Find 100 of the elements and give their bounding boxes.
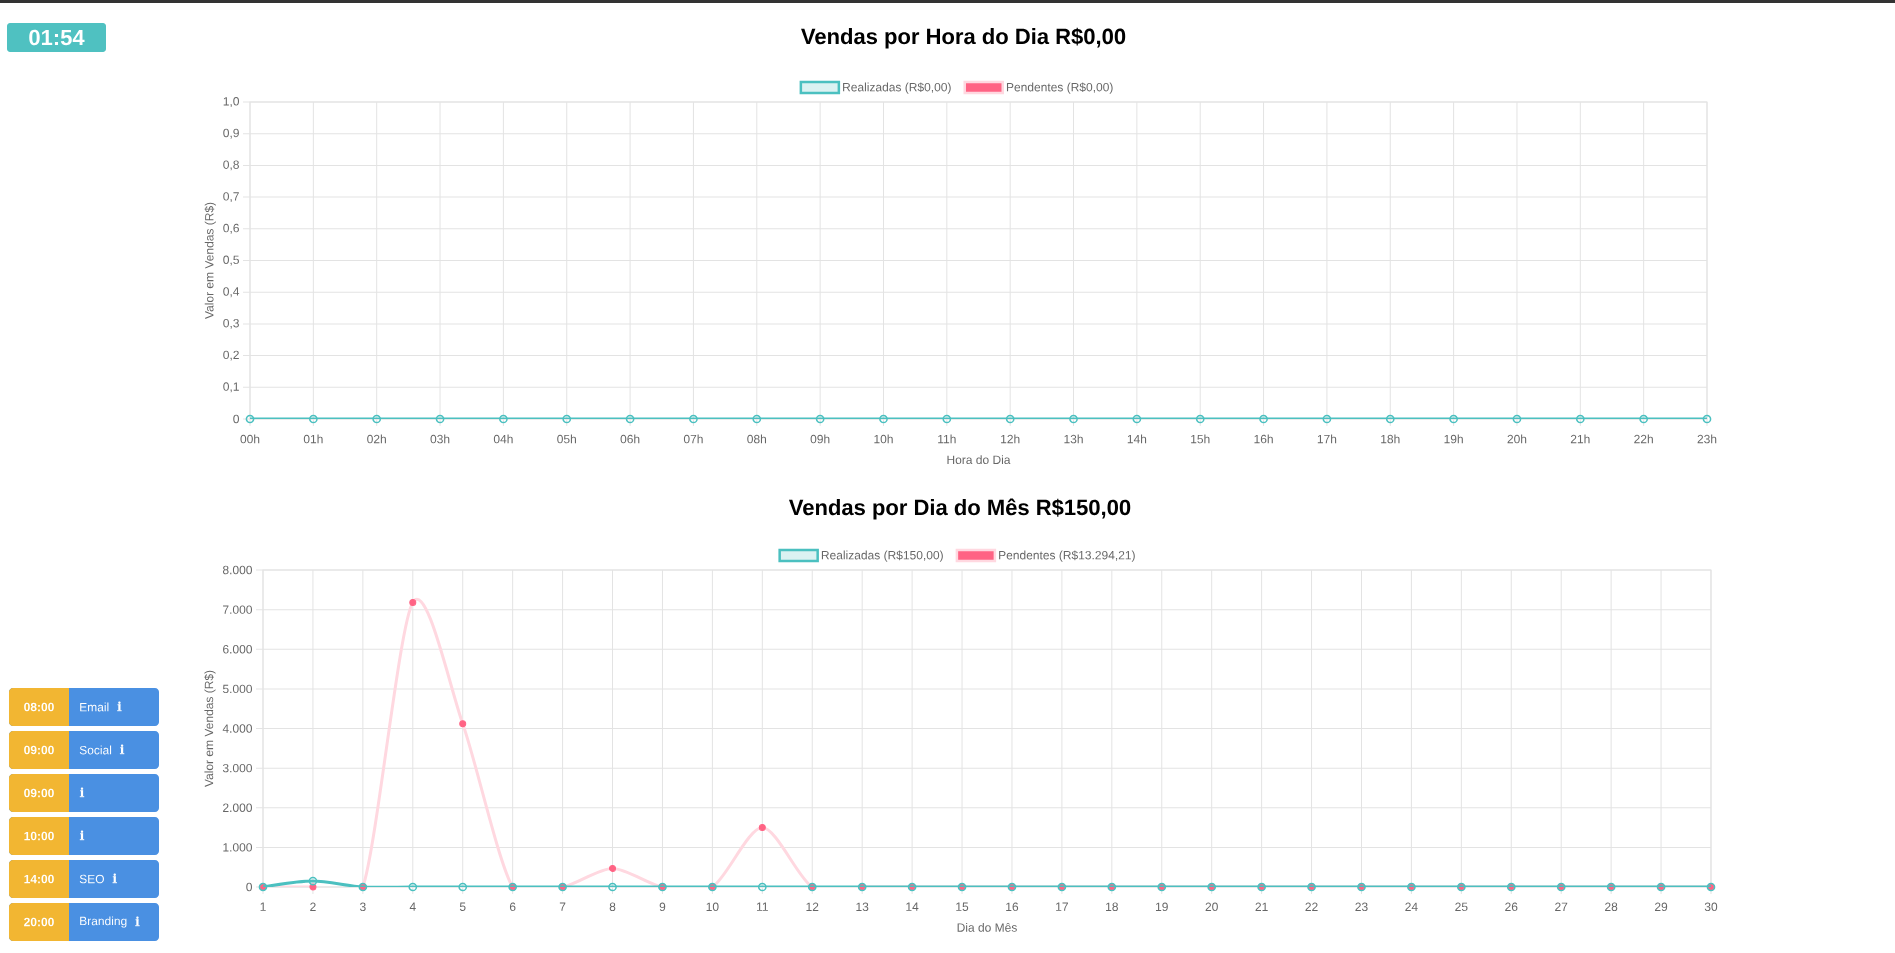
x-tick-label: 9 xyxy=(659,902,666,912)
chart-title: Vendas por Dia do Mês R$150,00 xyxy=(788,498,1131,520)
y-tick-label: 4.000 xyxy=(222,724,252,733)
x-tick-label: 05h xyxy=(557,434,576,444)
point xyxy=(758,824,766,832)
x-tick-label: 13h xyxy=(1064,434,1083,444)
y-tick-label: 0,6 xyxy=(223,223,239,234)
point xyxy=(757,882,767,892)
y-tick-label: 3.000 xyxy=(222,763,252,773)
x-tick-label: 29 xyxy=(1654,902,1668,912)
y-tick-label: 0,9 xyxy=(223,128,239,139)
category-label: Social xyxy=(79,745,112,755)
x-tick-label: 4 xyxy=(409,902,416,911)
y-tick-label: 8.000 xyxy=(222,565,252,575)
x-axis-title: Dia do Mês xyxy=(957,922,1017,932)
x-tick-label: 15h xyxy=(1191,434,1210,444)
x-tick-label: 21 xyxy=(1255,902,1268,911)
chart-title: Vendas por Hora do Dia R$0,00 xyxy=(801,27,1126,49)
legend-label: Realizadas (R$0,00) xyxy=(843,82,951,94)
category-label: Branding xyxy=(80,916,127,928)
legend-label: Realizadas (R$150,00) xyxy=(821,550,943,562)
x-tick-label: 06h xyxy=(620,434,640,444)
point xyxy=(409,599,417,606)
y-tick-label: 0,7 xyxy=(223,192,239,203)
text: 14:00 xyxy=(24,874,54,884)
x-tick-label: 15 xyxy=(956,902,969,911)
y-tick-label: 7.000 xyxy=(223,605,252,614)
text: 01:54 xyxy=(29,29,85,46)
point xyxy=(308,876,318,886)
x-tick-label: 1 xyxy=(260,902,266,911)
x-tick-label: 23h xyxy=(1697,434,1717,444)
x-tick-label: 6 xyxy=(509,902,516,912)
x-tick-label: 10 xyxy=(706,902,719,912)
x-tick-label: 16 xyxy=(1006,902,1019,912)
y-tick-label: 1,0 xyxy=(223,97,240,107)
y-tick-label: 6.000 xyxy=(223,645,252,654)
x-tick-label: 5 xyxy=(459,902,466,911)
legend-label: Pendentes (R$0,00) xyxy=(1006,82,1113,94)
x-tick-label: 16h xyxy=(1254,434,1273,444)
x-tick-label: 14 xyxy=(906,902,919,911)
y-tick-label: 0,5 xyxy=(223,255,239,266)
x-tick-label: 11h xyxy=(938,434,956,444)
x-axis-title: Hora do Dia xyxy=(947,455,1011,465)
y-tick-label: 2.000 xyxy=(223,803,252,812)
y-tick-label: 1.000 xyxy=(223,843,252,852)
x-tick-label: 20h xyxy=(1507,434,1527,444)
y-tick-label: 0 xyxy=(246,882,253,892)
text: 20:00 xyxy=(24,917,54,927)
x-tick-label: 18 xyxy=(1106,902,1118,912)
point xyxy=(458,882,468,892)
category-label: Email xyxy=(80,702,109,712)
point xyxy=(608,882,617,892)
y-tick-label: 0,1 xyxy=(223,382,239,393)
point xyxy=(408,882,418,892)
x-tick-label: 09h xyxy=(810,434,830,444)
text: 10:00 xyxy=(24,831,54,841)
x-tick-label: 07h xyxy=(683,434,703,444)
point xyxy=(609,864,617,872)
x-tick-label: 14h xyxy=(1127,434,1147,444)
x-tick-label: 02h xyxy=(367,434,386,444)
x-tick-label: 12h xyxy=(1001,434,1020,444)
x-tick-label: 01h xyxy=(303,434,323,444)
y-tick-label: 0,4 xyxy=(223,287,240,298)
x-tick-label: 04h xyxy=(493,434,513,444)
x-tick-label: 10h xyxy=(874,434,893,444)
x-tick-label: 20 xyxy=(1205,902,1218,912)
x-tick-label: 18h xyxy=(1381,434,1400,444)
x-tick-label: 3 xyxy=(359,902,366,912)
x-tick-label: 17 xyxy=(1056,902,1068,911)
x-tick-label: 19h xyxy=(1444,434,1463,444)
x-tick-label: 22 xyxy=(1305,902,1318,911)
x-tick-label: 8 xyxy=(609,902,616,912)
category-label: SEO xyxy=(79,874,104,884)
x-tick-label: 23 xyxy=(1355,902,1368,912)
x-tick-label: 21h xyxy=(1570,434,1590,444)
text: 09:00 xyxy=(24,788,54,798)
x-tick-label: 7 xyxy=(559,902,566,911)
x-tick-label: 24 xyxy=(1405,902,1418,911)
point xyxy=(309,883,317,891)
y-axis-title: Valor em Vendas (R$) xyxy=(204,670,216,788)
x-tick-label: 25 xyxy=(1455,902,1468,912)
text: 08:00 xyxy=(24,702,54,712)
x-tick-label: 11 xyxy=(756,902,768,911)
x-tick-label: 12 xyxy=(806,902,819,911)
x-tick-label: 00h xyxy=(240,434,260,444)
text: 09:00 xyxy=(24,745,54,755)
point xyxy=(459,720,467,728)
y-axis-title: Valor em Vendas (R$) xyxy=(204,202,216,320)
x-tick-label: 03h xyxy=(430,434,450,444)
x-tick-label: 19 xyxy=(1155,902,1168,912)
x-tick-label: 2 xyxy=(310,902,316,911)
y-tick-label: 0,2 xyxy=(223,350,239,361)
legend-label: Pendentes (R$13.294,21) xyxy=(999,550,1135,562)
x-tick-label: 26 xyxy=(1505,902,1518,912)
y-tick-label: 0,3 xyxy=(223,318,239,329)
x-tick-label: 17h xyxy=(1317,434,1337,444)
y-tick-label: 0,8 xyxy=(223,160,239,171)
x-tick-label: 08h xyxy=(747,434,767,444)
y-tick-label: 0 xyxy=(233,414,240,424)
x-tick-label: 27 xyxy=(1555,902,1568,911)
